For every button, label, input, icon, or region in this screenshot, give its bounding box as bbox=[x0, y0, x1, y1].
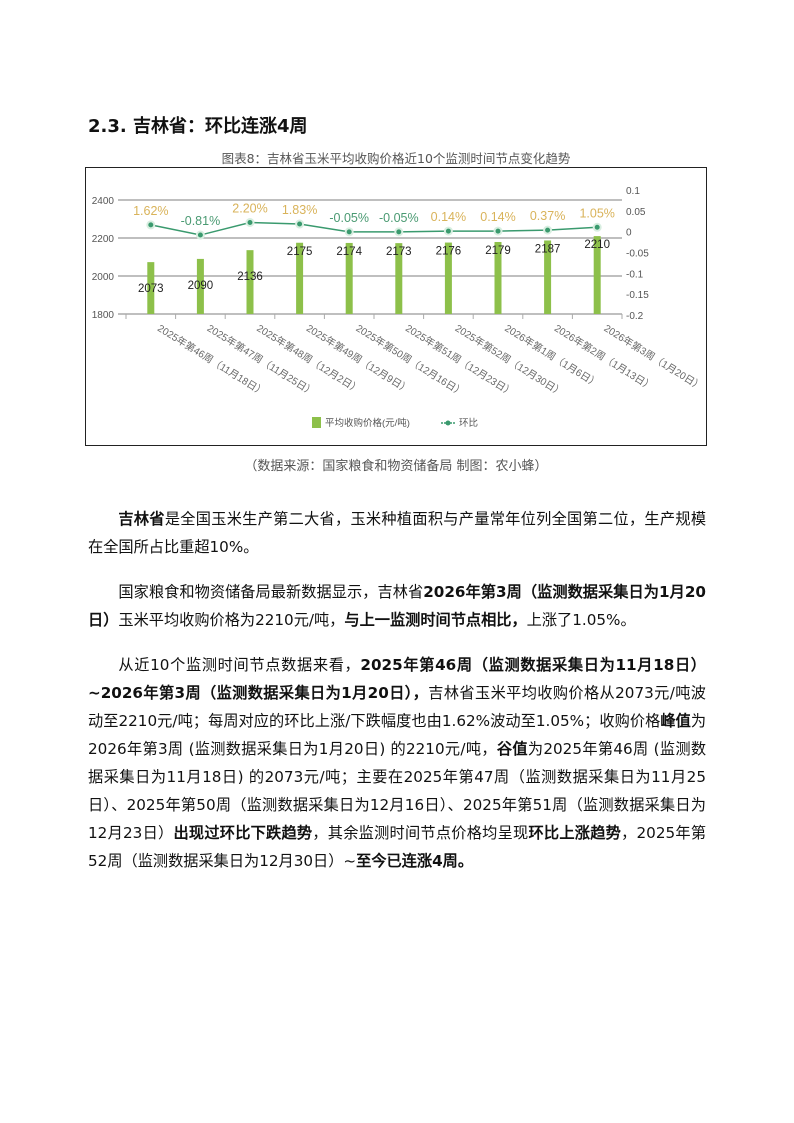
bar-value-label: 2187 bbox=[535, 243, 561, 255]
bar bbox=[345, 242, 353, 314]
bar bbox=[196, 258, 204, 314]
chart-frame: 1800 2000 2200 2400 -0.2 -0.15 -0.1 -0.05 0 0.05 0… bbox=[85, 167, 707, 446]
bar-value-label: 2176 bbox=[436, 246, 462, 258]
right-tick-label: 0.1 bbox=[626, 186, 640, 197]
bar-value-label: 2210 bbox=[584, 239, 610, 251]
bold-text: 2026年第3周（监测数据采集日为1月20日） bbox=[88, 583, 706, 629]
paragraph-3: 从近10个监测时间节点数据来看，2025年第46周（监测数据采集日为11月18日… bbox=[88, 651, 706, 875]
right-tick-label: -0.15 bbox=[626, 290, 649, 301]
right-tick-label: -0.1 bbox=[626, 269, 644, 280]
right-tick-label: -0.2 bbox=[626, 311, 644, 322]
ratio-label: 0.14% bbox=[431, 210, 466, 224]
ratio-point bbox=[344, 227, 354, 237]
ratio-point bbox=[493, 226, 503, 236]
bar-value-label: 2136 bbox=[237, 271, 263, 283]
bold-text: 2025年第46周（监测数据采集日为11月18日）~2026年第3周（监测数据采… bbox=[88, 656, 706, 702]
bold-text: 谷值 bbox=[496, 740, 528, 758]
ratio-label: 1.62% bbox=[133, 204, 168, 218]
bar bbox=[544, 240, 552, 314]
bar bbox=[593, 236, 601, 314]
bar bbox=[395, 243, 403, 314]
ratio-point bbox=[146, 220, 156, 230]
ratio-label: 1.05% bbox=[579, 206, 614, 220]
bar-value-label: 2090 bbox=[188, 280, 214, 292]
legend-line-dot bbox=[445, 420, 451, 426]
bold-text: 与上一监测时间节点相比， bbox=[344, 611, 527, 629]
left-tick-label: 2400 bbox=[92, 196, 115, 207]
text-segment: 为2025年第46周 (监测数据采集日为11月18日) 的2073元/吨；主要在… bbox=[88, 740, 707, 842]
bar-value-label: 2073 bbox=[138, 283, 164, 295]
legend-bar-label: 平均收购价格(元/吨) bbox=[325, 417, 410, 429]
ratio-point bbox=[195, 230, 205, 240]
ratio-label: -0.81% bbox=[181, 214, 221, 228]
bar-value-label: 2174 bbox=[336, 246, 362, 258]
ratio-point bbox=[245, 218, 255, 227]
right-tick-label: -0.05 bbox=[626, 249, 649, 260]
right-tick-label: 0.05 bbox=[626, 207, 646, 218]
bold-text: 吉林省 bbox=[118, 510, 165, 528]
bold-text: 环比上涨趋势 bbox=[528, 824, 622, 842]
chart-source: （数据来源：国家粮食和物资储备局 制图：农小蜂） bbox=[244, 459, 548, 474]
bar bbox=[246, 250, 254, 314]
text-segment: 是全国玉米生产第二大省，玉米种植面积与产量常年位列全国第二位，生产规模在全国所占… bbox=[88, 510, 707, 556]
bar bbox=[494, 241, 502, 314]
text-segment: 上涨了1.05%。 bbox=[526, 611, 636, 629]
bar bbox=[147, 262, 155, 314]
left-tick-label: 2000 bbox=[92, 272, 115, 283]
text-segment: 国家粮食和物资储备局最新数据显示，吉林省 bbox=[118, 583, 424, 601]
ratio-label: 0.37% bbox=[530, 209, 565, 223]
bold-text: 出现过环比下跌趋势 bbox=[173, 824, 313, 842]
ratio-point bbox=[295, 219, 305, 229]
ratio-point bbox=[443, 226, 453, 236]
ratio-line bbox=[150, 221, 598, 236]
paragraph-2: 国家粮食和物资储备局最新数据显示，吉林省2026年第3周（监测数据采集日为1月2… bbox=[88, 578, 706, 634]
text-segment: 玉米平均收购价格为2210元/吨， bbox=[118, 611, 345, 629]
combo-chart: 1800 2000 2200 2400 -0.2 -0.15 -0.1 -0.05 0 0.05 0… bbox=[92, 186, 706, 429]
bar-value-label: 2173 bbox=[386, 246, 412, 258]
text-segment: ，其余监测时间节点价格均呈现 bbox=[312, 824, 529, 842]
text-segment: 吉林省玉米平均收购价格从2073元/吨波动至2210元/吨；每周对应的环比上涨/… bbox=[88, 684, 706, 730]
ratio-point bbox=[543, 225, 553, 235]
ratio-label: 0.14% bbox=[480, 210, 515, 224]
legend-bar-swatch bbox=[312, 417, 321, 428]
bar-value-label: 2175 bbox=[287, 246, 313, 258]
text-segment: 为2026年第3周 (监测数据采集日为1月20日) 的2210元/吨， bbox=[88, 712, 706, 758]
paragraph-1: 吉林省是全国玉米生产第二大省，玉米种植面积与产量常年位列全国第二位，生产规模在全… bbox=[88, 505, 706, 561]
section-heading: 2.3. 吉林省：环比连涨4周 bbox=[88, 116, 308, 137]
bar bbox=[444, 242, 452, 314]
bar-value-label: 2179 bbox=[485, 245, 511, 257]
text-segment: ，2025年第52周（监测数据采集日为12月30日）~ bbox=[88, 824, 707, 870]
legend-line-label: 环比 bbox=[459, 417, 478, 429]
ratio-point bbox=[592, 222, 602, 232]
ratio-label: 2.20% bbox=[232, 202, 267, 216]
left-tick-label: 1800 bbox=[92, 310, 115, 321]
ratio-point bbox=[394, 227, 404, 237]
ratio-label: -0.05% bbox=[329, 211, 369, 225]
left-tick-label: 2200 bbox=[92, 234, 115, 245]
bold-text: 峰值 bbox=[660, 712, 691, 730]
text-segment: 从近10个监测时间节点数据来看， bbox=[118, 656, 361, 674]
chart-title: 图表8：吉林省玉米平均收购价格近10个监测时间节点变化趋势 bbox=[221, 151, 571, 166]
bar bbox=[296, 242, 304, 314]
right-tick-label: 0 bbox=[626, 228, 632, 239]
bold-text: 至今已连涨4周。 bbox=[356, 852, 474, 870]
ratio-label: 1.83% bbox=[282, 203, 317, 217]
ratio-label: -0.05% bbox=[379, 211, 419, 225]
